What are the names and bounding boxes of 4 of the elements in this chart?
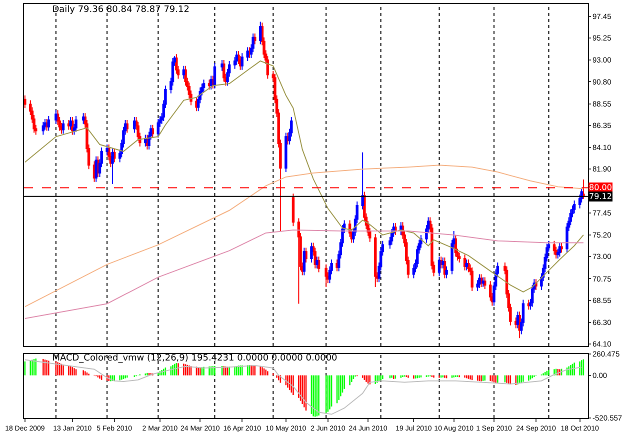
ref-line-label: 80.00 [589, 183, 612, 192]
chart-title: Daily 79.36 80.84 78.87 79.12 [52, 5, 190, 16]
chart-title: MACD_Colored_vmw (12,26,9) 195.4231 0.0000 0.0000 0.0000 [52, 354, 338, 364]
ref-line-label: 79.12 [589, 192, 612, 201]
